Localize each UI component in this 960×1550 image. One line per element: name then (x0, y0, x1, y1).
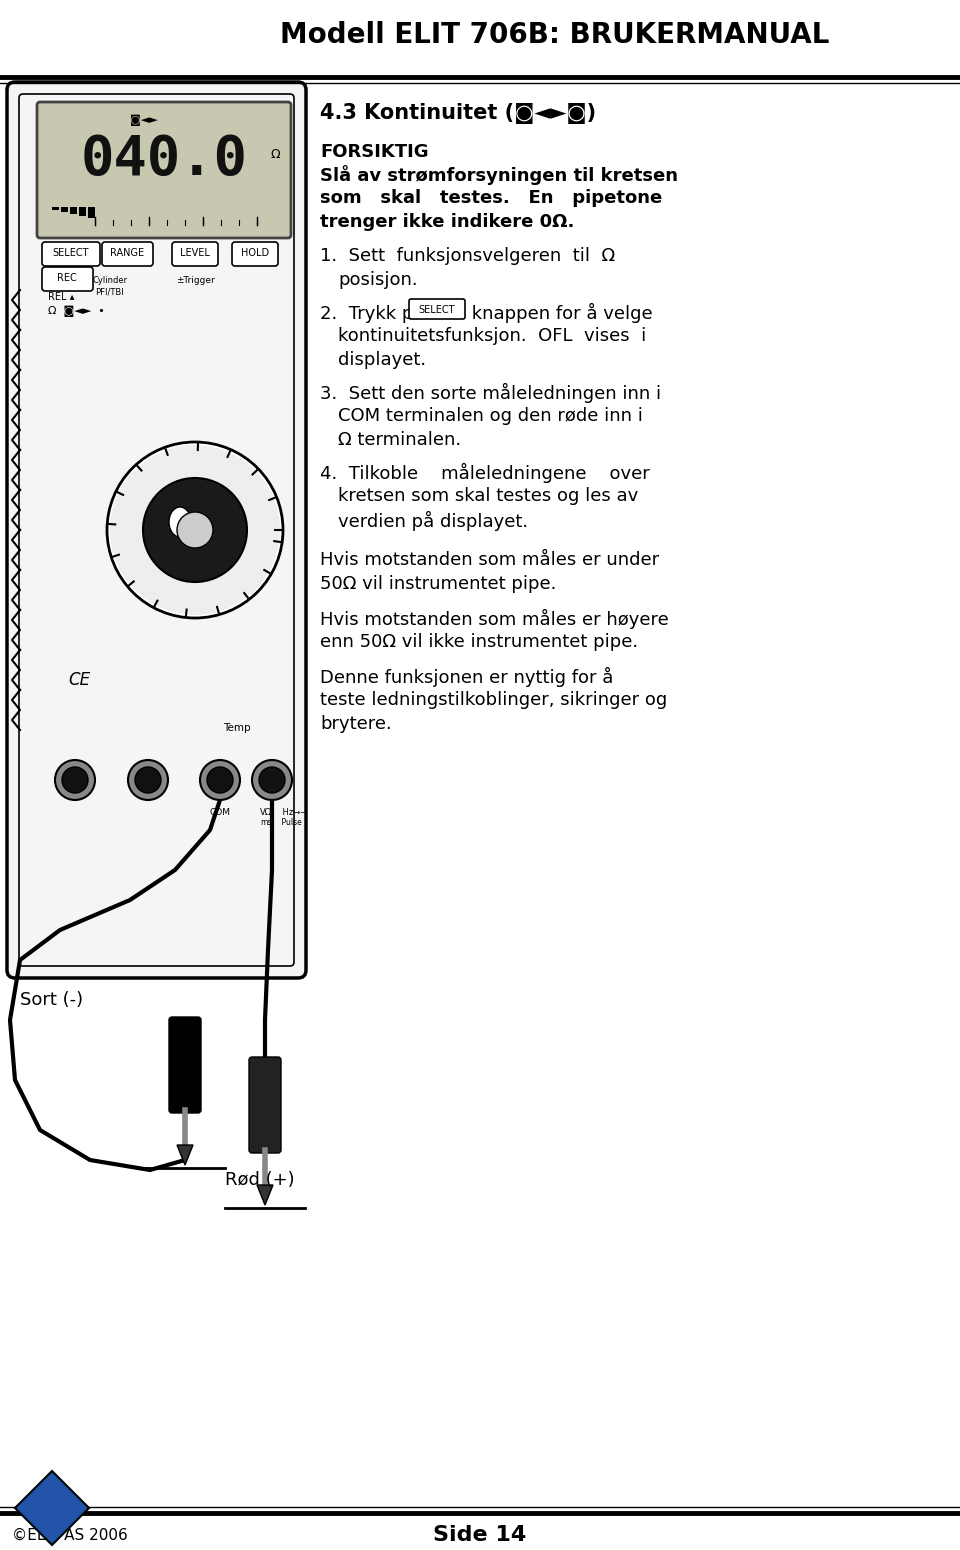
Text: verdien på displayet.: verdien på displayet. (338, 512, 528, 532)
Text: HOLD: HOLD (241, 248, 269, 257)
Text: posisjon.: posisjon. (338, 271, 418, 288)
Text: ±Trigger: ±Trigger (176, 276, 214, 285)
Text: ms: ms (260, 818, 272, 828)
Text: kretsen som skal testes og les av: kretsen som skal testes og les av (338, 487, 638, 505)
Circle shape (107, 442, 283, 618)
Text: enn 50Ω vil ikke instrumentet pipe.: enn 50Ω vil ikke instrumentet pipe. (320, 632, 638, 651)
Circle shape (55, 760, 95, 800)
Text: 040.0: 040.0 (81, 133, 248, 186)
Text: 4.3 Kontinuitet (◙◄►◙): 4.3 Kontinuitet (◙◄►◙) (320, 102, 596, 124)
Text: Hvis motstanden som måles er under: Hvis motstanden som måles er under (320, 550, 660, 569)
Circle shape (143, 477, 247, 581)
Circle shape (252, 760, 292, 800)
Text: kontinuitetsfunksjon.  OFL  vises  i: kontinuitetsfunksjon. OFL vises i (338, 327, 646, 346)
Text: brytere.: brytere. (320, 715, 392, 733)
Text: LEVEL: LEVEL (180, 248, 210, 257)
Bar (79, 208, 86, 215)
Text: som   skal   testes.   En   pipetone: som skal testes. En pipetone (320, 189, 662, 208)
Text: Hvis motstanden som måles er høyere: Hvis motstanden som måles er høyere (320, 609, 669, 629)
Bar (52, 208, 59, 209)
FancyBboxPatch shape (249, 1057, 281, 1153)
Bar (70, 208, 77, 214)
Text: displayet.: displayet. (338, 350, 426, 369)
Text: ~: ~ (48, 57, 56, 67)
Text: Rød (+): Rød (+) (225, 1170, 295, 1189)
FancyBboxPatch shape (102, 242, 153, 267)
FancyBboxPatch shape (37, 102, 291, 239)
Text: RANGE: RANGE (110, 248, 145, 257)
Text: Sort (-): Sort (-) (20, 990, 84, 1009)
Text: Ω  ◙◄►  •: Ω ◙◄► • (48, 305, 105, 318)
FancyBboxPatch shape (172, 242, 218, 267)
Text: REC: REC (58, 273, 77, 284)
FancyBboxPatch shape (42, 267, 93, 291)
Text: 50Ω vil instrumentet pipe.: 50Ω vil instrumentet pipe. (320, 575, 557, 594)
FancyBboxPatch shape (232, 242, 278, 267)
Text: Cylinder
PFI/TBI: Cylinder PFI/TBI (92, 276, 128, 296)
Text: ©ELIT AS 2006: ©ELIT AS 2006 (12, 1527, 128, 1542)
Circle shape (128, 760, 168, 800)
Circle shape (177, 512, 213, 549)
Text: CE: CE (68, 671, 90, 690)
Text: Hz→→: Hz→→ (272, 808, 307, 817)
Text: VΩ: VΩ (260, 808, 272, 817)
Text: COM: COM (209, 808, 230, 817)
Text: ◙◄►: ◙◄► (131, 115, 158, 127)
Text: SELECT: SELECT (419, 305, 455, 315)
Ellipse shape (169, 507, 191, 536)
Text: 4.  Tilkoble    måleledningene    over: 4. Tilkoble måleledningene over (320, 463, 650, 484)
Text: ELIT: ELIT (37, 36, 67, 48)
FancyBboxPatch shape (42, 242, 100, 267)
Bar (61, 208, 68, 212)
Polygon shape (177, 1145, 193, 1166)
Polygon shape (257, 1186, 273, 1204)
Text: Denne funksjonen er nyttig for å: Denne funksjonen er nyttig for å (320, 666, 613, 687)
Circle shape (110, 445, 280, 615)
Text: COM terminalen og den røde inn i: COM terminalen og den røde inn i (338, 408, 643, 425)
Text: teste ledningstilkoblinger, sikringer og: teste ledningstilkoblinger, sikringer og (320, 691, 667, 708)
Circle shape (135, 767, 161, 794)
Text: Temp: Temp (223, 722, 251, 733)
Text: Ω terminalen.: Ω terminalen. (338, 431, 461, 449)
Text: FORSIKTIG: FORSIKTIG (320, 143, 428, 161)
Circle shape (62, 767, 88, 794)
Text: 2.  Trykk på: 2. Trykk på (320, 302, 430, 322)
Text: SELECT: SELECT (53, 248, 89, 257)
Circle shape (207, 767, 233, 794)
Circle shape (200, 760, 240, 800)
FancyBboxPatch shape (7, 82, 306, 978)
Text: trenger ikke indikere 0Ω.: trenger ikke indikere 0Ω. (320, 212, 574, 231)
FancyBboxPatch shape (409, 299, 465, 319)
FancyBboxPatch shape (169, 1017, 201, 1113)
Bar (88, 208, 95, 219)
Text: Side 14: Side 14 (433, 1525, 527, 1545)
Text: 1.  Sett  funksjonsvelgeren  til  Ω: 1. Sett funksjonsvelgeren til Ω (320, 246, 615, 265)
Text: REL ▴: REL ▴ (48, 291, 75, 302)
Text: knappen for å velge: knappen for å velge (466, 302, 653, 322)
Text: Modell ELIT 706B: BRUKERMANUAL: Modell ELIT 706B: BRUKERMANUAL (280, 22, 829, 50)
Text: Pulse: Pulse (272, 818, 301, 828)
Text: Slå av strømforsyningen til kretsen: Slå av strømforsyningen til kretsen (320, 164, 678, 184)
Circle shape (259, 767, 285, 794)
Text: 3.  Sett den sorte måleledningen inn i: 3. Sett den sorte måleledningen inn i (320, 383, 661, 403)
Polygon shape (15, 1471, 89, 1545)
Text: Ω: Ω (271, 149, 280, 161)
